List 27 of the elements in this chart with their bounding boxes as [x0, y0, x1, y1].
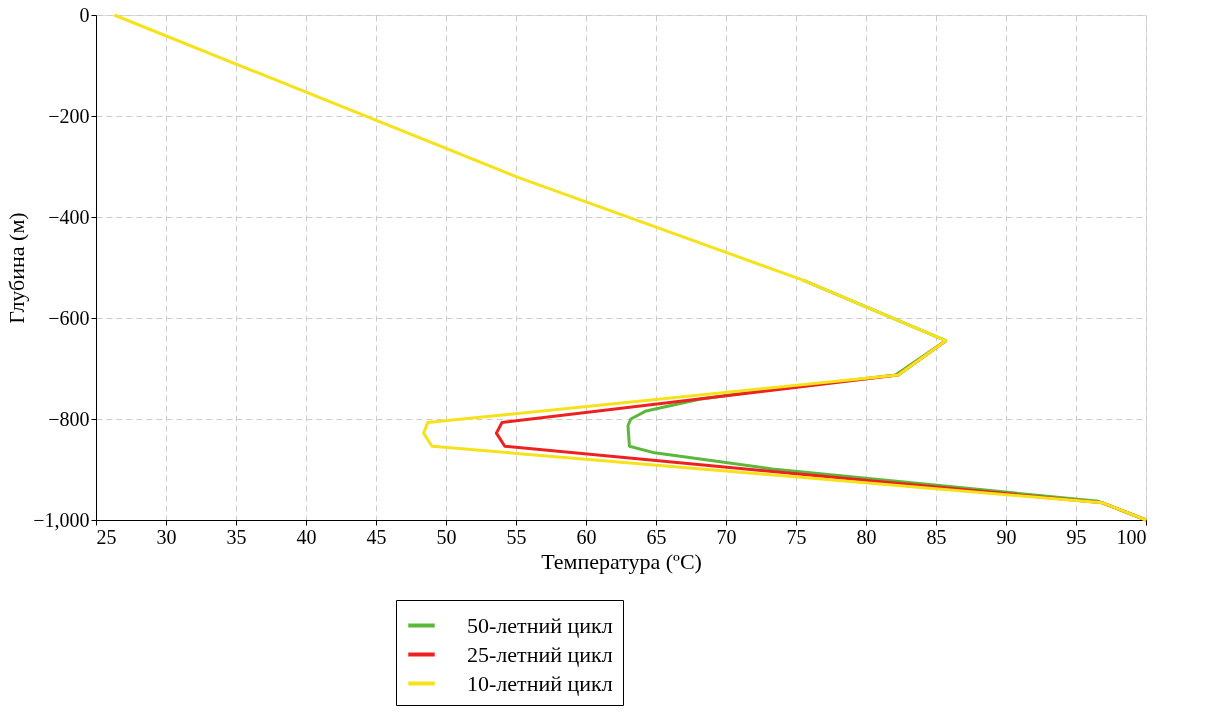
- y-tick-label: −1,000: [33, 508, 90, 531]
- legend-label: 25-летний цикл: [467, 641, 613, 667]
- y-axis-title: Глубина (м): [4, 212, 30, 324]
- y-tick-label: −200: [48, 104, 90, 127]
- y-tick-label: −600: [48, 306, 90, 329]
- x-tick-label: 95: [1066, 525, 1087, 548]
- x-tick-label: 45: [366, 525, 387, 548]
- x-tick-label: 90: [996, 525, 1017, 548]
- x-tick-label: 30: [156, 525, 177, 548]
- x-tick-label: 70: [716, 525, 737, 548]
- x-tick-label: 55: [506, 525, 527, 548]
- x-tick-label: 35: [226, 525, 247, 548]
- x-tick-label: 75: [786, 525, 807, 548]
- x-tick-label: 65: [646, 525, 667, 548]
- y-tick-label: 0: [79, 3, 90, 26]
- y-tick-label: −800: [48, 407, 90, 430]
- x-tick-label: 80: [856, 525, 877, 548]
- x-tick-label: 50: [436, 525, 457, 548]
- legend-label: 10-летний цикл: [467, 670, 613, 696]
- x-tick-label: 25: [96, 525, 117, 548]
- y-tick-label: −400: [48, 205, 90, 228]
- x-tick-label: 60: [576, 525, 597, 548]
- legend-label: 50-летний цикл: [467, 612, 613, 638]
- x-tick-label: 85: [926, 525, 947, 548]
- x-tick-label: 40: [296, 525, 317, 548]
- x-axis-title: Температура (ºC): [541, 548, 702, 574]
- x-tick-label: 100: [1116, 525, 1147, 548]
